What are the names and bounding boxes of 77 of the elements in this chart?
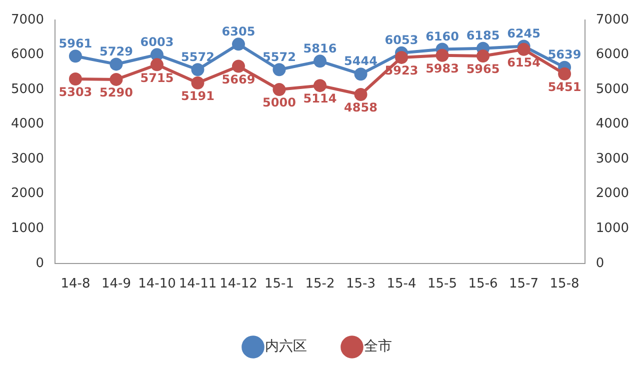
y2-tick-label: 5000	[596, 82, 630, 97]
x-tick-label: 15-8	[550, 276, 580, 292]
data-label: 5451	[548, 80, 582, 94]
point	[558, 67, 572, 80]
point	[517, 42, 530, 56]
y-tick-label: 2000	[10, 186, 44, 202]
point	[314, 54, 326, 68]
data-label: 5114	[303, 92, 337, 106]
x-tick-label: 15-5	[428, 276, 458, 292]
x-tick-label: 15-6	[468, 276, 498, 292]
data-label: 5729	[100, 44, 133, 58]
data-label: 6245	[507, 26, 540, 40]
point	[272, 63, 286, 76]
x-tick-label: 15-2	[305, 276, 335, 292]
y2-tick-label: 1000	[596, 221, 630, 236]
y-tick-label: 1000	[10, 221, 44, 236]
point	[110, 72, 123, 86]
x-tick-label: 14-10	[138, 276, 176, 292]
point	[110, 58, 123, 71]
y2-tick-label: 2000	[596, 186, 630, 202]
data-label: 5983	[426, 61, 459, 76]
y-tick-label: 7000	[10, 12, 44, 28]
y-tick-label: 4000	[10, 116, 44, 132]
y-tick-label: 3000	[10, 151, 44, 166]
data-label: 4858	[344, 100, 378, 115]
point	[272, 83, 286, 96]
data-label: 5961	[58, 36, 92, 50]
x-tick-label: 15-3	[346, 276, 376, 292]
point	[68, 72, 82, 86]
x-tick-label: 15-4	[386, 276, 416, 292]
data-label: 5639	[548, 47, 582, 62]
y2-tick-label: 3000	[596, 151, 630, 166]
data-label: 6185	[466, 28, 500, 42]
legend-label: 内六区	[265, 338, 307, 355]
point	[150, 58, 164, 72]
x-tick-label: 14-8	[60, 276, 90, 292]
x-tick-label: 15-1	[264, 276, 294, 292]
data-label: 5444	[344, 54, 378, 68]
y2-tick-label: 0	[596, 256, 604, 271]
data-label: 5669	[222, 72, 256, 86]
data-label: 5000	[262, 96, 296, 110]
point	[314, 79, 326, 92]
y-tick-label: 0	[36, 256, 44, 271]
y-tick-label: 5000	[10, 82, 44, 97]
x-tick-label: 14-9	[101, 276, 131, 292]
y2-tick-label: 6000	[596, 47, 630, 62]
point	[232, 60, 245, 73]
data-label: 5572	[262, 50, 296, 64]
point	[354, 88, 368, 101]
x-tick-label: 15-7	[509, 276, 539, 292]
legend-label: 全市	[364, 338, 392, 355]
data-label: 6053	[384, 33, 418, 48]
data-label: 5303	[58, 85, 92, 100]
point	[436, 48, 449, 62]
data-label: 5965	[466, 62, 500, 76]
x-tick-label: 14-12	[220, 276, 258, 292]
x-tick-label: 14-11	[178, 276, 217, 292]
point	[150, 48, 164, 62]
data-label: 5191	[181, 89, 214, 104]
data-label: 5290	[100, 86, 133, 100]
y-tick-label: 6000	[10, 47, 44, 62]
data-label: 6154	[507, 56, 540, 70]
point	[191, 76, 204, 90]
point	[395, 50, 408, 64]
data-label: 5572	[181, 50, 214, 64]
point	[354, 68, 368, 81]
data-label: 5715	[140, 70, 174, 85]
y2-tick-label: 4000	[596, 116, 630, 132]
data-label: 6305	[222, 24, 256, 38]
y2-tick-label: 7000	[596, 12, 630, 28]
data-label: 6160	[426, 29, 459, 44]
point	[68, 50, 82, 63]
point	[232, 38, 245, 51]
data-label: 6003	[140, 34, 174, 49]
data-label: 5816	[303, 41, 337, 56]
point	[191, 63, 204, 76]
point	[476, 49, 490, 62]
